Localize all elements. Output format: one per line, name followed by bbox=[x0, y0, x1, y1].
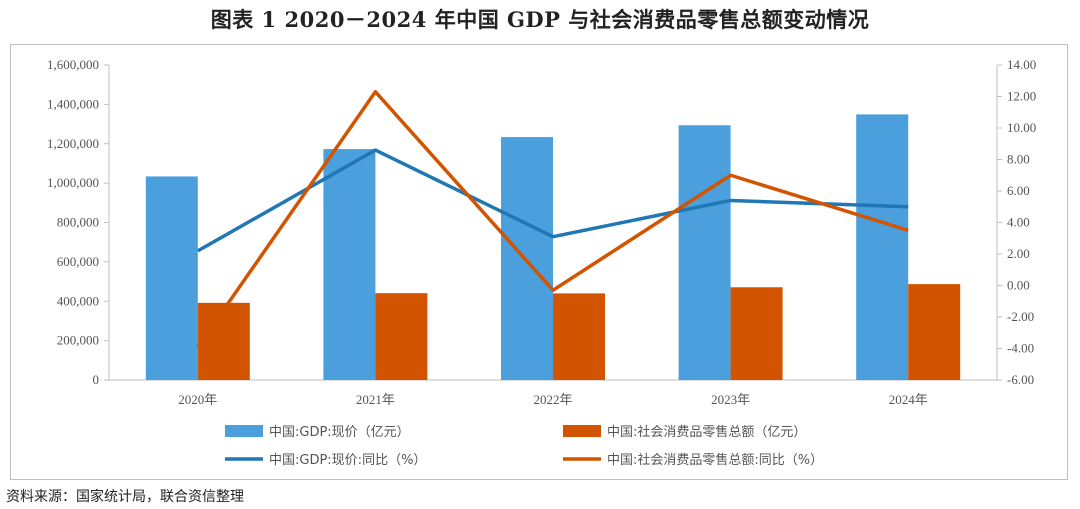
gdp-bar bbox=[856, 114, 909, 381]
left-tick-label: 1,400,000 bbox=[47, 96, 99, 111]
legend-swatch bbox=[563, 425, 601, 437]
left-tick-label: 1,200,000 bbox=[47, 136, 99, 151]
source-note: 资料来源：国家统计局，联合资信整理 bbox=[6, 489, 244, 505]
legend-swatch bbox=[225, 425, 263, 437]
right-tick-label: 12.00 bbox=[1007, 89, 1036, 104]
retail-bar bbox=[553, 293, 605, 380]
chart-canvas: 0 200,000 400,000 600,000 800,000 1,000,000 1,… bbox=[47, 57, 1036, 468]
figure-title: 图表 1 2020－2024 年中国 GDP 与社会消费品零售总额变动情况 bbox=[210, 7, 870, 32]
right-tick-label: 14.00 bbox=[1007, 57, 1036, 72]
legend-label: 中国:GDP:现价:同比（%） bbox=[269, 453, 426, 468]
gdp-bar bbox=[323, 149, 376, 380]
chart-frame: 0 200,000 400,000 600,000 800,000 1,000,000 1,… bbox=[10, 44, 1068, 480]
retail-bar bbox=[197, 302, 250, 380]
right-tick-label: -2.00 bbox=[1007, 309, 1034, 324]
retail-bar bbox=[375, 293, 428, 380]
right-tick-label: 10.00 bbox=[1007, 120, 1036, 135]
gdp-yoy-line bbox=[196, 148, 909, 253]
retail-bar bbox=[730, 287, 783, 380]
retail-yoy-line bbox=[196, 90, 909, 348]
left-tick-label: 800,000 bbox=[57, 215, 99, 230]
right-tick-label: 4.00 bbox=[1007, 215, 1030, 230]
left-tick-label: 1,000,000 bbox=[47, 175, 99, 190]
right-tick-label: 8.00 bbox=[1007, 152, 1030, 167]
left-tick-label: 1,600,000 bbox=[47, 57, 99, 72]
left-tick-label: 200,000 bbox=[57, 333, 99, 348]
gdp-bar bbox=[145, 176, 198, 380]
legend-label: 中国:社会消费品零售总额:同比（%） bbox=[607, 452, 823, 468]
right-tick-label: 0.00 bbox=[1007, 278, 1030, 293]
legend-label: 中国:GDP:现价（亿元） bbox=[269, 425, 410, 440]
x-tick-label: 2024年 bbox=[889, 392, 928, 407]
right-tick-label: 6.00 bbox=[1007, 183, 1030, 198]
right-tick-label: 2.00 bbox=[1007, 246, 1030, 261]
x-tick-label: 2023年 bbox=[711, 392, 750, 407]
gdp-bar bbox=[678, 125, 731, 381]
legend-label: 中国:社会消费品零售总额（亿元） bbox=[607, 424, 806, 440]
left-tick-label: 400,000 bbox=[57, 293, 99, 308]
right-tick-label: -6.00 bbox=[1007, 372, 1034, 387]
left-tick-label: 600,000 bbox=[57, 254, 99, 269]
right-tick-label: -4.00 bbox=[1007, 341, 1034, 356]
left-tick-label: 0 bbox=[93, 372, 100, 387]
x-tick-label: 2020年 bbox=[178, 392, 217, 407]
x-tick-label: 2022年 bbox=[533, 392, 572, 407]
gdp-bar bbox=[501, 137, 553, 380]
x-tick-label: 2021年 bbox=[356, 392, 395, 407]
retail-bar bbox=[908, 284, 961, 380]
